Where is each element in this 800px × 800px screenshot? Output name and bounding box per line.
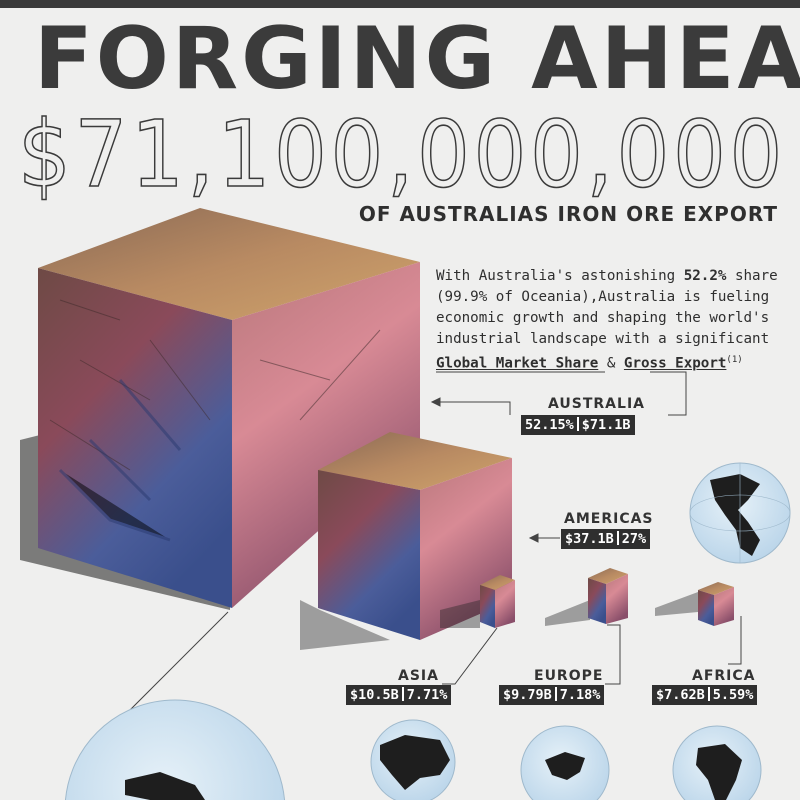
tag-separator (616, 531, 619, 545)
share-highlight: 52.2% (683, 268, 727, 284)
africa-cube (698, 582, 734, 626)
africa-share: 5.59% (712, 687, 754, 703)
tag-separator (554, 687, 557, 701)
asia-globe (370, 719, 456, 800)
americas-share: 27% (621, 531, 647, 547)
europe-share: 7.18% (559, 687, 601, 703)
africa-globe (672, 725, 762, 800)
gross-export-label: Gross Export (623, 355, 727, 372)
europe-label: EUROPE (534, 668, 604, 684)
africa-value: $7.62B (656, 687, 705, 703)
europe-globe (520, 725, 610, 800)
tag-separator (401, 687, 404, 701)
americas-tag: $37.1B 27% (561, 529, 651, 549)
description: With Australia's astonishing 52.2% share… (436, 266, 792, 375)
description-text-2: share (99.9% of Oceania),Australia is fu… (436, 268, 778, 347)
americas-cube (318, 432, 512, 640)
americas-label: AMERICAS (564, 511, 654, 527)
headline-amount: $71,100,000,000 (17, 100, 788, 209)
asia-value: $10.5B (350, 687, 399, 703)
global-market-share-label: Global Market Share (436, 355, 599, 372)
africa-cube-shadow (655, 592, 698, 616)
asia-cube (480, 575, 515, 628)
description-text-1: With Australia's astonishing (436, 268, 684, 284)
asia-tag: $10.5B 7.71% (346, 685, 452, 705)
europe-cube-shadow (545, 600, 590, 626)
australia-globe (64, 699, 286, 800)
top-bar (0, 0, 800, 8)
africa-label: AFRICA (692, 668, 756, 684)
tag-separator (576, 417, 579, 431)
footnote-marker: (1) (726, 355, 743, 365)
americas-cube-shadow (300, 600, 390, 650)
asia-cube-shadow (440, 600, 480, 628)
ampersand: & (598, 355, 624, 372)
headline-amount-text: $71,100,000,000 (18, 106, 786, 206)
australia-value: $71.1B (581, 417, 631, 433)
africa-tag: $7.62B 5.59% (652, 685, 758, 705)
asia-share: 7.71% (406, 687, 448, 703)
tag-separator (707, 687, 710, 701)
europe-tag: $9.79B 7.18% (499, 685, 605, 705)
australia-share: 52.15% (525, 417, 574, 433)
americas-value: $37.1B (565, 531, 614, 547)
europe-cube (588, 568, 628, 624)
australia-label: AUSTRALIA (548, 396, 645, 412)
australia-tag: 52.15% $71.1B (521, 415, 635, 435)
americas-globe (689, 462, 791, 564)
europe-value: $9.79B (503, 687, 552, 703)
subtitle: OF AUSTRALIAS IRON ORE EXPORT (358, 202, 778, 226)
australia-cube (38, 208, 420, 608)
headline: FORGING AHEAD: (34, 9, 800, 109)
asia-label: ASIA (398, 668, 439, 684)
